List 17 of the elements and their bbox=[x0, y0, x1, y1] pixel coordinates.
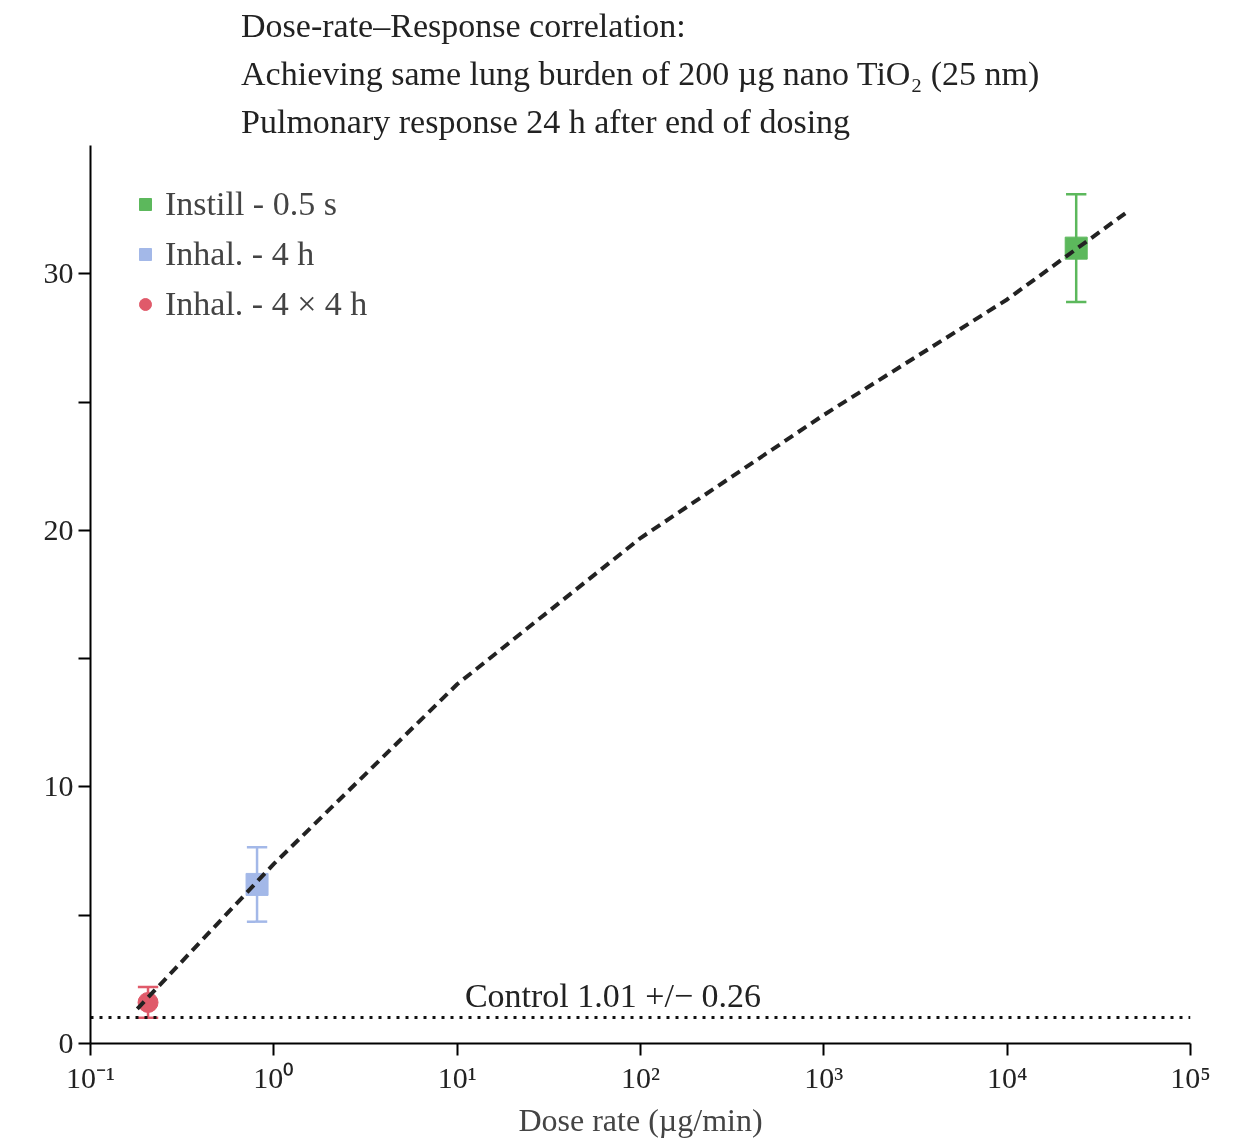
x-axis-title: Dose rate (µg/min) bbox=[518, 1101, 763, 1138]
x-tick-label: 10⁵ bbox=[1170, 1060, 1211, 1094]
y-tick-label: 0 bbox=[58, 1026, 74, 1059]
legend-label: Instill - 0.5 s bbox=[165, 185, 337, 223]
y-tick-label: 10 bbox=[43, 769, 74, 803]
y-tick-label: 30 bbox=[43, 256, 74, 290]
x-tick-label: 10¹ bbox=[437, 1060, 477, 1094]
x-tick-label: 10⁰ bbox=[253, 1060, 295, 1094]
x-tick-label: 10² bbox=[621, 1060, 660, 1094]
legend-label: Inhal. - 4 h bbox=[165, 235, 315, 273]
x-tick-label: 10⁴ bbox=[986, 1060, 1028, 1094]
x-tick-label: 10⁻¹ bbox=[66, 1060, 115, 1094]
ref-line-label: Control 1.01 +/− 0.26 bbox=[464, 976, 762, 1014]
x-tick-label: 10³ bbox=[804, 1060, 844, 1094]
legend-label: Inhal. - 4 × 4 h bbox=[165, 285, 368, 323]
chart-title: Dose-rate–Response correlation: Achieving same lung burden of 200 µg nano TiO₂ (25 nm) Pulmonary response 24 h after end of dosing bbox=[241, 7, 1040, 141]
y-tick-label: 20 bbox=[43, 512, 74, 546]
